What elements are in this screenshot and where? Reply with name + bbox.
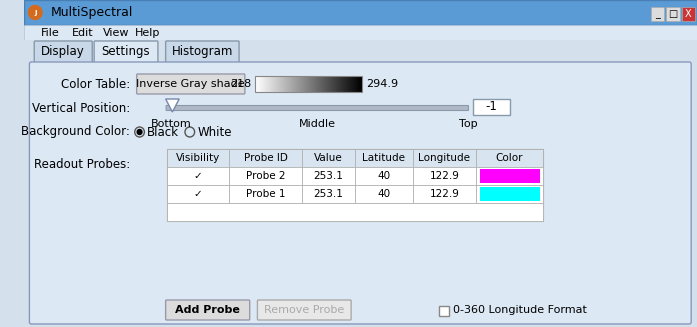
Text: 40: 40	[377, 171, 390, 181]
Text: Latitude: Latitude	[362, 153, 406, 163]
Text: Longitude: Longitude	[418, 153, 470, 163]
Text: X: X	[685, 9, 691, 19]
Text: 218: 218	[231, 79, 252, 89]
Text: Black: Black	[147, 126, 179, 139]
Bar	[355, 167, 413, 185]
Bar	[413, 185, 476, 203]
Text: Probe 2: Probe 2	[246, 171, 285, 181]
Bar	[439, 306, 449, 316]
FancyBboxPatch shape	[24, 40, 697, 63]
Text: ✓: ✓	[194, 171, 202, 181]
Text: 122.9: 122.9	[429, 189, 459, 199]
FancyBboxPatch shape	[24, 25, 697, 40]
FancyBboxPatch shape	[650, 7, 664, 21]
Text: □: □	[668, 9, 677, 19]
Text: Histogram: Histogram	[171, 45, 233, 59]
Text: -1: -1	[485, 100, 497, 113]
Bar	[167, 167, 229, 185]
Text: Display: Display	[41, 45, 85, 59]
Bar	[355, 185, 413, 203]
Text: View: View	[103, 27, 130, 38]
Bar	[355, 149, 413, 167]
FancyBboxPatch shape	[257, 300, 351, 320]
FancyBboxPatch shape	[166, 41, 239, 63]
Text: ✓: ✓	[194, 189, 202, 199]
Bar	[302, 149, 355, 167]
Bar	[167, 149, 229, 167]
Bar	[167, 203, 544, 221]
FancyBboxPatch shape	[24, 0, 697, 25]
Bar	[302, 185, 355, 203]
Text: Settings: Settings	[102, 45, 151, 59]
Text: Middle: Middle	[299, 119, 336, 129]
Bar	[229, 149, 302, 167]
Text: File: File	[41, 27, 60, 38]
Text: Edit: Edit	[72, 27, 93, 38]
Text: Readout Probes:: Readout Probes:	[33, 158, 130, 170]
Text: 40: 40	[377, 189, 390, 199]
FancyBboxPatch shape	[473, 99, 510, 115]
Text: 122.9: 122.9	[429, 171, 459, 181]
FancyBboxPatch shape	[34, 41, 92, 63]
FancyBboxPatch shape	[682, 7, 695, 21]
Text: White: White	[197, 126, 232, 139]
FancyBboxPatch shape	[166, 106, 468, 111]
FancyBboxPatch shape	[666, 7, 680, 21]
Text: Background Color:: Background Color:	[21, 126, 130, 139]
Text: _: _	[655, 9, 660, 19]
Text: 0-360 Longitude Format: 0-360 Longitude Format	[452, 305, 586, 315]
Text: Bottom: Bottom	[151, 119, 192, 129]
Text: Visibility: Visibility	[176, 153, 220, 163]
FancyBboxPatch shape	[166, 300, 250, 320]
Bar	[480, 169, 539, 183]
Bar	[302, 167, 355, 185]
Text: Remove Probe: Remove Probe	[264, 305, 344, 315]
Bar	[167, 149, 544, 221]
Text: MultiSpectral: MultiSpectral	[51, 6, 133, 19]
Text: Probe ID: Probe ID	[244, 153, 288, 163]
Text: Add Probe: Add Probe	[175, 305, 240, 315]
Bar	[256, 76, 362, 92]
Circle shape	[137, 129, 142, 134]
Text: Color Table:: Color Table:	[61, 77, 130, 91]
FancyBboxPatch shape	[29, 62, 691, 324]
Circle shape	[29, 6, 42, 20]
Text: Top: Top	[459, 119, 477, 129]
Text: 253.1: 253.1	[314, 189, 344, 199]
Bar	[413, 149, 476, 167]
Bar	[167, 185, 229, 203]
Text: Probe 1: Probe 1	[246, 189, 285, 199]
Text: Color: Color	[496, 153, 523, 163]
FancyBboxPatch shape	[94, 41, 158, 63]
Text: 253.1: 253.1	[314, 171, 344, 181]
Polygon shape	[166, 99, 179, 112]
Bar	[476, 167, 544, 185]
Bar	[413, 167, 476, 185]
Text: 294.9: 294.9	[367, 79, 399, 89]
Bar	[476, 149, 544, 167]
Text: Inverse Gray shade: Inverse Gray shade	[137, 79, 245, 89]
FancyBboxPatch shape	[137, 74, 245, 94]
Text: J: J	[34, 9, 36, 15]
Bar	[229, 185, 302, 203]
Bar	[229, 167, 302, 185]
Text: Vertical Position:: Vertical Position:	[31, 102, 130, 115]
Bar	[480, 187, 539, 201]
Text: Value: Value	[314, 153, 343, 163]
Text: Help: Help	[135, 27, 160, 38]
Bar	[476, 185, 544, 203]
